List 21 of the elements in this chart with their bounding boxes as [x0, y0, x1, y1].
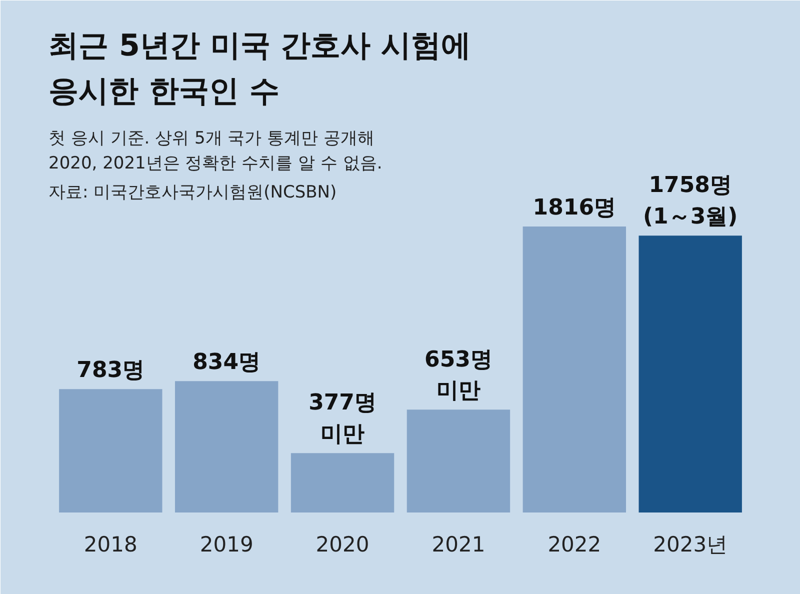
data-label: 783명 [76, 358, 145, 384]
data-label: 653명 미만 [424, 347, 492, 404]
bar [59, 389, 162, 512]
bar [522, 226, 626, 512]
chart-subtitle: 첫 응시 기준. 상위 5개 국가 통계만 공개해 2020, 2021년은 정확한 수치를 알 수 없음. [48, 128, 382, 174]
x-tick-label: 2023년 [653, 532, 728, 556]
data-label: 1816명 [532, 195, 616, 220]
chart-title: 최근 5년간 미국 간호사 시험에 응시한 한국인 수 [48, 28, 472, 109]
bar [290, 453, 394, 512]
x-tick-label: 2022 [548, 532, 602, 556]
x-tick-label: 2018 [84, 532, 138, 556]
data-label: 1758명 (1～3월) [642, 173, 738, 230]
bar [406, 410, 510, 512]
x-tick-label: 2020 [316, 532, 370, 556]
bar [174, 381, 278, 512]
text: 자료: 미국간호사국가시험원(NCSBN) [48, 182, 337, 202]
bar [638, 236, 742, 512]
data-label: 834명 [192, 350, 261, 375]
data-label: 377명 미만 [308, 390, 377, 447]
x-tick-label: 2019 [200, 532, 254, 556]
x-tick-label: 2021 [432, 532, 486, 556]
